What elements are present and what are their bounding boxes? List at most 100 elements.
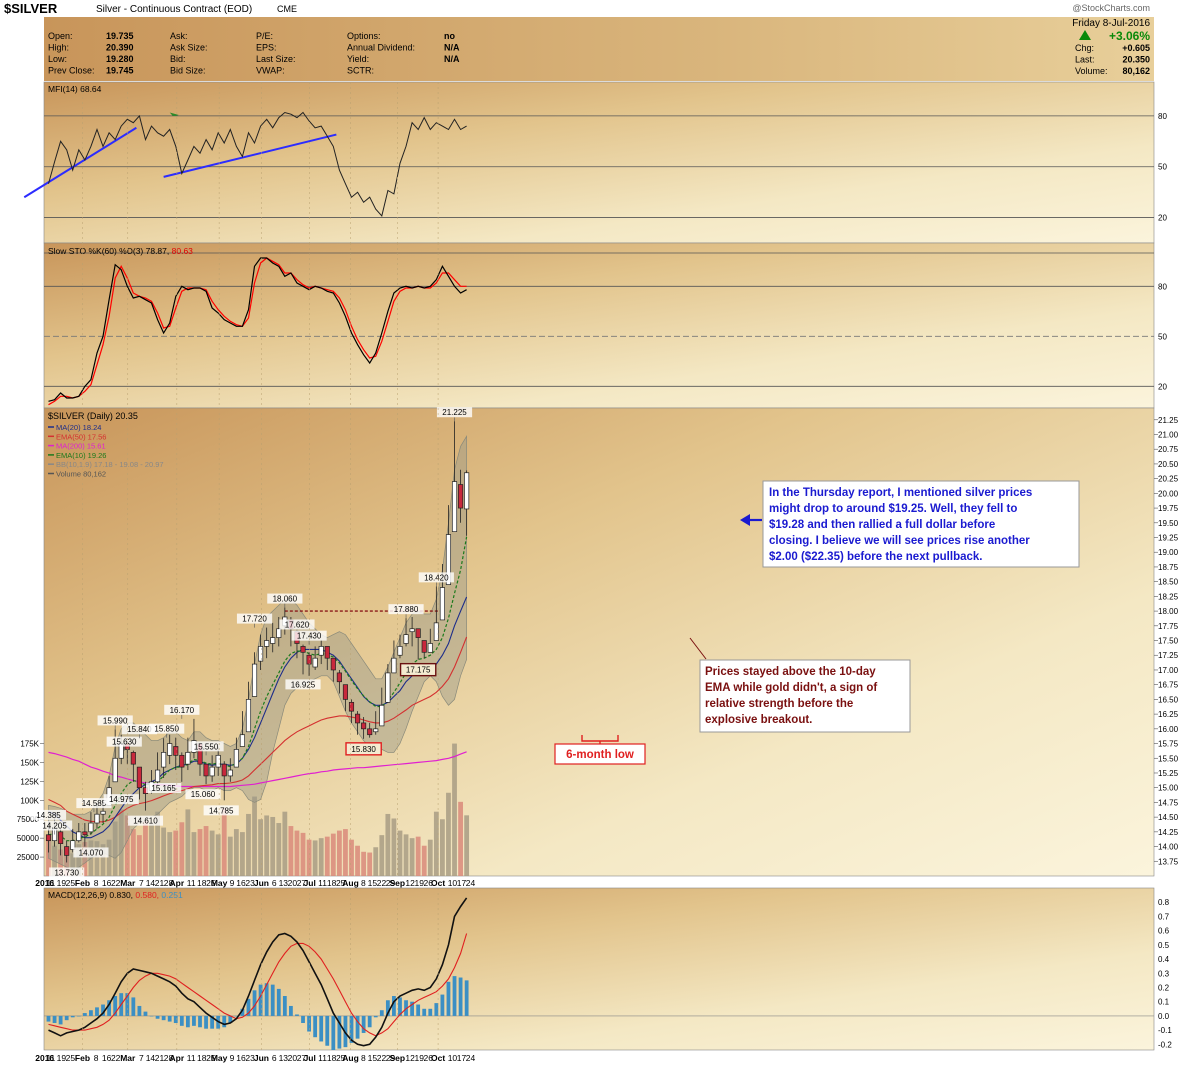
candle-body [239, 734, 245, 747]
x-axis-tick-label: 29 [386, 1053, 396, 1063]
volume-bar [197, 829, 203, 876]
macd-hist-bar [331, 1015, 336, 1050]
volume-tick-label: 50000 [17, 834, 40, 843]
red-note-line: EMA while gold didn't, a sign of [705, 682, 877, 694]
x-axis-tick-label: Jul [304, 878, 316, 888]
candle-body [361, 722, 367, 730]
candle-body [203, 763, 209, 777]
candle-body [276, 628, 282, 638]
volume-bar [288, 826, 294, 876]
volume-bar [179, 822, 185, 876]
quote-field-label: Ask: [170, 31, 188, 41]
price-label: 14.205 [42, 821, 67, 830]
macd-hist-bar [307, 1015, 311, 1032]
sto-tick-label: 50 [1158, 332, 1167, 341]
price-label-bg [36, 820, 73, 831]
x-axis-tick-label: 22 [377, 878, 387, 888]
x-axis-tick-label: 12 [405, 878, 415, 888]
sto-line-%K [48, 257, 467, 402]
volume-tick-label: 125K [20, 777, 39, 786]
price-label-bg [146, 782, 182, 793]
x-axis-tick-label: 11 [187, 1053, 196, 1063]
quote-field-value: no [444, 31, 455, 41]
quote-field-value: 19.745 [106, 66, 134, 76]
mfi-layer: 20 50 80 MFI(14) 68.64 [23, 84, 1167, 223]
candle-body [318, 646, 324, 656]
macd-hist-bar [155, 1015, 160, 1019]
x-axis-tick-label: 17 [457, 1053, 467, 1063]
x-axis-tick-label: 9 [230, 878, 235, 888]
candle-body [221, 763, 227, 777]
volume-bar [276, 823, 282, 876]
macd-hist-bar [125, 993, 130, 1016]
candle-body [324, 646, 330, 659]
macd-legend-signal: 0.580, [135, 890, 161, 900]
quote-field-label: Bid Size: [170, 66, 206, 76]
mfi-trendline [163, 133, 337, 178]
mfi-trendline [23, 126, 137, 199]
candle-body [342, 684, 348, 700]
red-note-leader [689, 637, 707, 660]
quote-field-label: Open: [48, 31, 73, 41]
volume-bar [76, 844, 82, 876]
candle-body [161, 752, 167, 768]
price-tick-label: 15.75 [1158, 740, 1179, 749]
volume-bar [82, 841, 88, 876]
candle-body [185, 752, 191, 765]
x-axis-tick-label: 15 [368, 878, 378, 888]
quote-header [44, 17, 1154, 81]
quote-field-value: N/A [444, 54, 460, 64]
volume-bar [433, 811, 439, 876]
x-axis-tick-label: May [211, 878, 228, 888]
x-axis-tick-label: 23 [245, 1053, 255, 1063]
red-note-line: Prices stayed above the 10-day [705, 666, 876, 678]
change-percent: +3.06% [1109, 29, 1150, 43]
quote-field-value: +0.605 [1122, 43, 1150, 53]
macd-hist-bar [404, 1000, 408, 1016]
macd-hist-bar [258, 984, 263, 1016]
x-axis-tick-label: Mar [120, 878, 136, 888]
price-label: 14.585 [82, 799, 107, 808]
x-axis-tick-label: Apr [170, 878, 185, 888]
macd-hist-bar [204, 1015, 208, 1029]
price-tick-label: 18.50 [1158, 578, 1179, 587]
macd-tick-label: 0.1 [1158, 998, 1170, 1007]
price-label: 16.170 [170, 706, 195, 715]
x-axis-tick-label: 14 [146, 1053, 156, 1063]
price-tick-label: 14.50 [1158, 813, 1179, 822]
macd-hist-bar [149, 1015, 154, 1017]
price-label-bg [203, 805, 239, 816]
price-label-bg [106, 736, 142, 747]
candle-body [70, 840, 76, 850]
volume-bar [106, 839, 112, 876]
x-axis-tick-label: 6 [272, 878, 277, 888]
x-axis-tick-label: 25 [206, 878, 216, 888]
volume-bar [361, 851, 367, 876]
volume-bar [203, 826, 209, 876]
candle-body [215, 754, 221, 768]
macd-hist-bar [458, 977, 463, 1016]
quote-field-label: Chg: [1075, 43, 1094, 53]
price-tick-label: 16.25 [1158, 710, 1179, 719]
x-axis-tick-label: Sep [390, 1053, 406, 1063]
candle-body [300, 646, 306, 653]
sto-panel [43, 242, 1155, 409]
x-axis-tick-label: Feb [75, 1053, 90, 1063]
price-label: 15.990 [103, 716, 128, 725]
macd-hist-bar [264, 983, 269, 1016]
price-tick-label: 16.75 [1158, 681, 1179, 690]
macd-tick-label: 0.4 [1158, 955, 1170, 964]
volume-bar [124, 815, 130, 876]
candle-body [155, 769, 161, 783]
volume-bar [167, 832, 173, 876]
macd-tick-label: -0.1 [1158, 1026, 1172, 1035]
volume-bar [137, 835, 142, 876]
quote-field-label: P/E: [256, 31, 273, 41]
candle-body [245, 699, 252, 733]
price-label-bg [49, 867, 85, 878]
volume-tick-label: 100K [20, 796, 39, 805]
x-axis-tick-label: 18 [197, 878, 207, 888]
x-axis-tick-label: 16 [102, 1053, 112, 1063]
